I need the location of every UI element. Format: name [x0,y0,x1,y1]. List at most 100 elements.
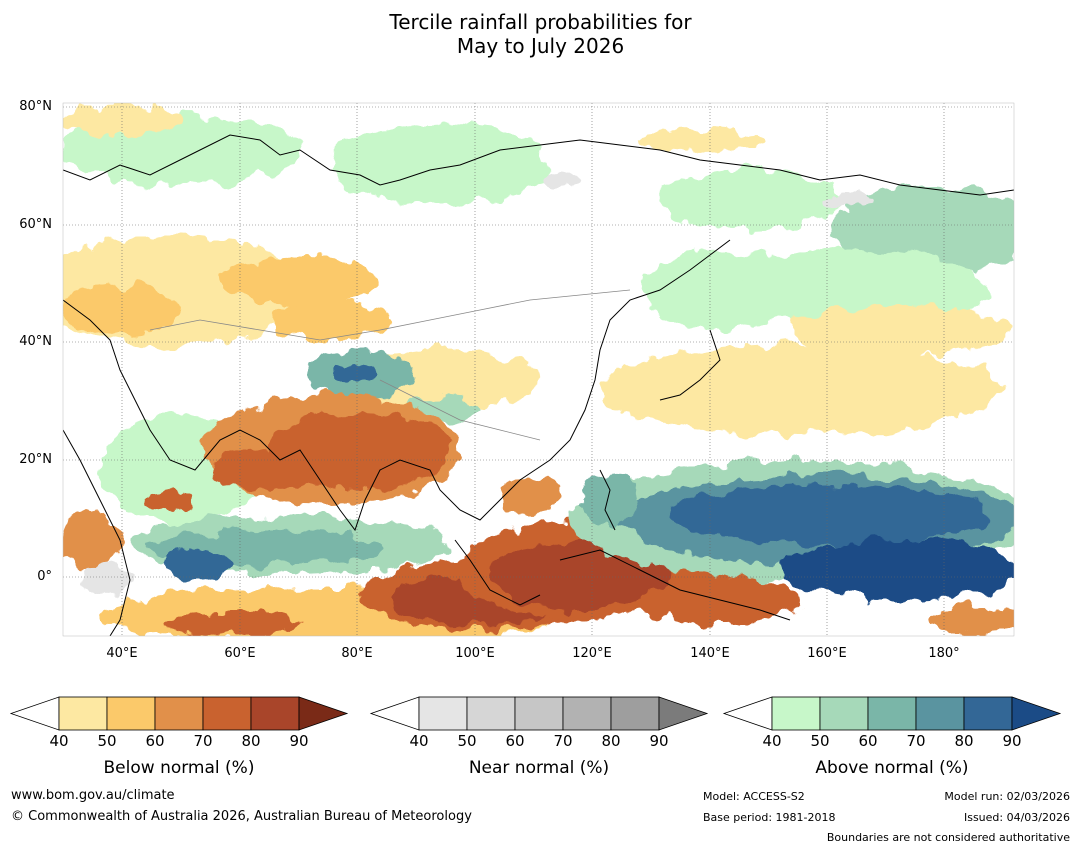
colorbar-above-bin-4 [915,696,965,731]
region-below-arabian-sea [210,450,310,490]
colorbar-near [369,696,709,731]
colorbar-below-tick: 90 [289,732,309,750]
colorbar-above-high-tip [1011,696,1062,731]
region-above-west-pacific-high [670,485,990,545]
coastline-maritime-continent [559,549,791,621]
lat-label-20n: 20°N [19,452,52,467]
region-near-africa [85,565,135,595]
colorbar-below-bin-2 [106,696,156,731]
colorbar-below-title: Below normal (%) [103,758,255,778]
region-below-arctic-east [640,128,760,152]
coastline-arctic [63,134,1014,196]
lon-label-140e: 140°E [690,646,730,661]
coastline-sumatra [454,539,541,606]
colorbar-below-tick: 50 [97,732,117,750]
colorbars [9,696,1062,731]
map-area [63,103,1014,636]
footer-model-run: Model run: 02/03/2026 [944,790,1070,803]
colorbar-near-bin-3 [514,696,564,731]
colorbar-near-tick: 40 [409,732,429,750]
colorbar-near-tick: 70 [553,732,573,750]
footer-base-period: Base period: 1981-2018 [703,811,836,824]
colorbar-near-tick: 60 [505,732,525,750]
footer-disclaimer: Boundaries are not considered authoritat… [826,831,1070,844]
region-below-east-africa [63,510,120,570]
footer-model: Model: ACCESS-S2 [703,790,805,803]
lon-label-40e: 40°E [106,646,138,661]
colorbar-below-high-tip [298,696,349,731]
border-central-asia [149,289,631,341]
lat-label-80n: 80°N [19,99,52,114]
lat-label-0: 0° [37,569,52,584]
border-himalaya [379,379,541,441]
probability-field [63,105,1014,636]
coastline-japan [659,329,721,401]
colorbar-near-bin-2 [466,696,516,731]
colorbar-above-tick: 50 [810,732,830,750]
colorbar-below-tick: 70 [193,732,213,750]
country-borders [149,289,631,441]
footer-url[interactable]: www.bom.gov.au/climate [11,788,175,803]
colorbar-below-bin-3 [154,696,204,731]
colorbar-below [9,696,349,731]
lat-label-60n: 60°N [19,217,52,232]
coastline-south-asia [63,239,731,532]
colorbar-above-tick: 60 [858,732,878,750]
colorbar-near-title: Near normal (%) [468,758,610,778]
lon-label-60e: 60°E [224,646,256,661]
colorbar-above-bin-2 [819,696,869,731]
region-below-central-asia [270,300,390,340]
colorbar-near-bin-5 [610,696,660,731]
map-title-line-2: May to July 2026 [456,34,625,58]
region-above-west-siberia [330,125,550,205]
colorbar-above [722,696,1062,731]
region-below-west-pacific [600,345,1000,435]
lon-label-120e: 120°E [572,646,612,661]
colorbar-below-tick: 40 [49,732,69,750]
region-above-central-pacific [780,540,1014,600]
colorbar-above-low-tip [722,696,773,731]
colorbar-below-tick: 60 [145,732,165,750]
colorbar-below-bin-1 [58,696,108,731]
colorbar-near-bin-4 [562,696,612,731]
coastline-philippines [599,469,616,531]
region-above-east-siberia [660,170,840,230]
colorbar-near-tick: 80 [601,732,621,750]
region-below-north-pacific [790,305,1010,355]
lon-label-160e: 160°E [807,646,847,661]
map-title-line-1: Tercile rainfall probabilities for [389,10,692,34]
colorbar-above-bin-1 [771,696,821,731]
map-frame [62,102,1015,637]
coastline-east-africa [63,429,131,636]
colorbar-near-high-tip [658,696,709,731]
colorbar-below-bin-5 [250,696,300,731]
colorbar-above-bin-5 [963,696,1013,731]
colorbar-above-tick: 70 [906,732,926,750]
colorbar-above-bin-3 [867,696,917,731]
region-below-south-pacific [930,605,1014,635]
region-below-horn [145,490,195,510]
colorbar-near-low-tip [369,696,420,731]
region-below-kazakhstan [220,255,380,305]
region-near-siberia [540,172,580,188]
region-below-india-core [270,410,450,490]
region-below-south-china-sea [495,475,565,515]
region-above-karakoram-core [333,362,377,382]
region-below-south-indian-core [160,613,300,636]
colorbar-near-tick: 90 [649,732,669,750]
colorbar-near-tick: 50 [457,732,477,750]
lat-label-40n: 40°N [19,334,52,349]
colorbar-above-title: Above normal (%) [815,758,969,778]
colorbar-below-bin-4 [202,696,252,731]
footer-issued: Issued: 04/03/2026 [963,811,1070,824]
coastlines [63,134,1014,636]
region-below-arctic-west [63,105,180,135]
lon-label-80e: 80°E [341,646,373,661]
colorbar-above-tick: 90 [1002,732,1022,750]
colorbar-below-low-tip [9,696,60,731]
lon-label-180: 180° [928,646,960,661]
colorbar-above-tick: 40 [762,732,782,750]
region-near-kamchatka [825,192,875,208]
region-above-indian-ocean-core [160,550,230,580]
